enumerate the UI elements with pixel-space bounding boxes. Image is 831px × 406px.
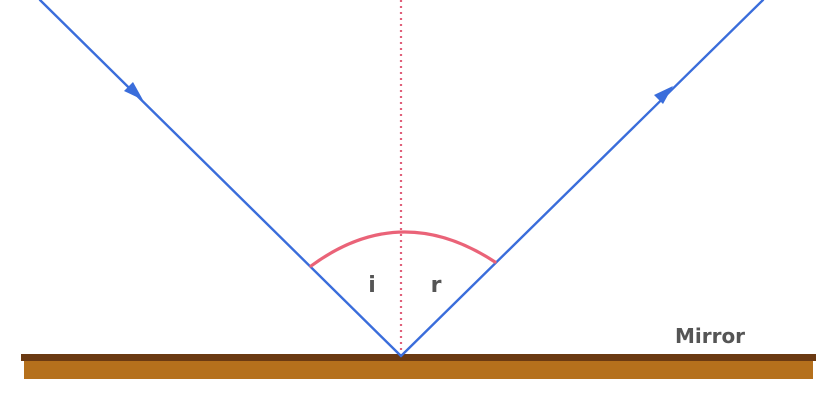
- angle-arc: [309, 230, 497, 268]
- incident-arrow-icon: [124, 82, 143, 100]
- angle-reflection-label: r: [431, 273, 442, 298]
- reflected-arrow-icon: [654, 86, 673, 104]
- mirror-label: Mirror: [675, 324, 745, 348]
- incident-ray: [38, 0, 403, 358]
- angle-incidence-label: i: [368, 273, 376, 298]
- mirror-body: [24, 360, 813, 379]
- reflected-ray: [399, 0, 765, 358]
- mirror-surface: [21, 354, 816, 361]
